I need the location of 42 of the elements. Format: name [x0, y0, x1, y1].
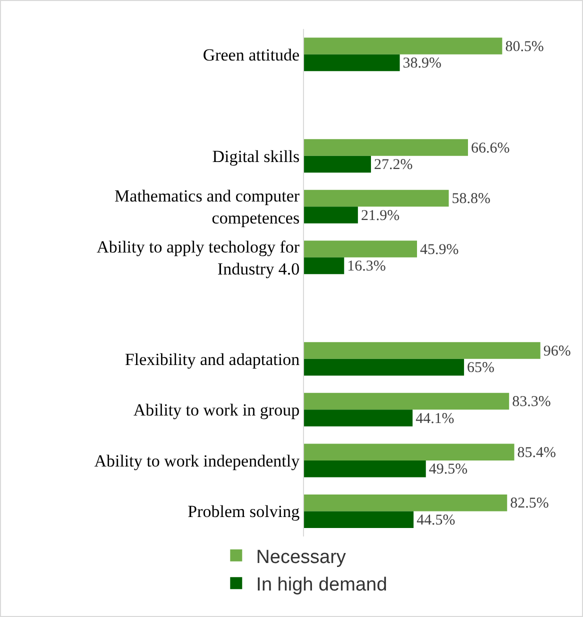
data-label: 66.6%: [471, 140, 510, 156]
bar: [304, 257, 344, 274]
bar: [304, 156, 371, 173]
y-tick-label: Flexibility and adaptation: [124, 350, 300, 369]
bar: [304, 511, 414, 528]
bar: [304, 342, 540, 359]
data-label: 82.5%: [510, 496, 549, 512]
data-label: 45.9%: [420, 242, 459, 258]
bar: [304, 54, 400, 72]
y-tick-label: Ability to work in group: [133, 400, 300, 420]
data-label: 21.9%: [360, 208, 400, 224]
data-label: 58.8%: [452, 191, 490, 208]
data-label: 96%: [543, 343, 571, 360]
data-label: 16.3%: [347, 258, 386, 275]
y-tick-label: Digital skills: [212, 146, 300, 166]
bar: [304, 410, 413, 426]
data-label: 80.5%: [505, 38, 544, 55]
y-tick-label: Green attitude: [202, 45, 300, 64]
y-tick-label: Ability to apply techology for Industry 4.0: [96, 237, 300, 278]
data-label: 85.4%: [517, 444, 556, 461]
data-label: 38.9%: [402, 56, 442, 72]
data-label: 65%: [467, 360, 495, 376]
bar: [304, 190, 449, 207]
data-label: 44.1%: [416, 410, 454, 427]
bar: [304, 460, 426, 478]
bar: [304, 240, 418, 258]
bar: [304, 358, 464, 376]
bar: [304, 494, 508, 512]
data-label: 83.3%: [512, 394, 551, 410]
y-tick-label: Ability to work independently: [94, 451, 300, 470]
bar: [304, 206, 358, 224]
y-tick-label: Mathematics and computer competences: [114, 186, 300, 228]
legend-label: In high demand: [256, 574, 388, 596]
bar: [304, 38, 502, 54]
data-label: 49.5%: [428, 462, 468, 478]
legend-label: Necessary: [256, 546, 346, 568]
bar: [304, 392, 510, 410]
bar: [304, 139, 468, 156]
data-label: 27.2%: [374, 157, 413, 174]
bar: [304, 444, 514, 460]
data-label: 44.5%: [416, 512, 456, 528]
y-tick-label: Problem solving: [188, 502, 300, 522]
